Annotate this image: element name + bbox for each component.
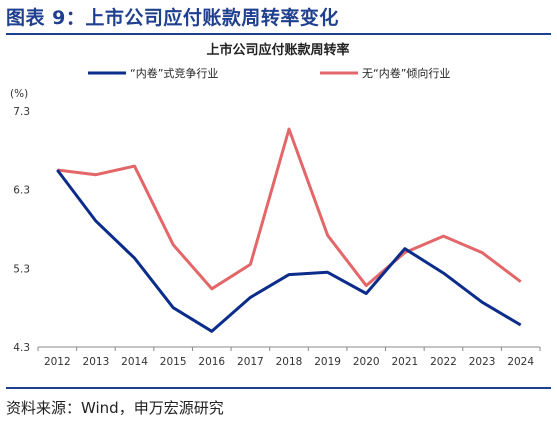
x-tick-label: 2021 — [391, 356, 418, 368]
y-tick-label: 5.3 — [13, 263, 30, 275]
title-divider — [6, 33, 551, 35]
y-tick-label: 4.3 — [13, 342, 30, 354]
x-tick-label: 2013 — [83, 356, 110, 368]
figure-title: 图表 9：上市公司应付账款周转率变化 — [6, 7, 339, 29]
y-axis-unit: (%) — [10, 88, 28, 100]
x-tick-label: 2023 — [469, 356, 496, 368]
legend-label-series2: 无“内卷”倾向行业 — [362, 66, 450, 80]
chart-title: 上市公司应付账款周转率 — [206, 42, 349, 58]
x-tick-label: 2014 — [121, 356, 148, 368]
x-tick-label: 2020 — [353, 356, 380, 368]
x-axis: 2012 2013 2014 2015 2016 2017 2018 2019 2020 2021… — [37, 347, 541, 368]
source-divider — [6, 387, 551, 389]
series-line-1 — [56, 169, 522, 333]
x-tick-label: 2016 — [198, 356, 225, 368]
y-axis: 7.3 6.3 5.3 4.3 — [13, 106, 30, 354]
x-tick-label: 2024 — [507, 356, 534, 368]
series-lines — [56, 127, 522, 333]
x-tick-label: 2012 — [44, 356, 71, 368]
source-note: 资料来源：Wind，申万宏源研究 — [6, 399, 224, 417]
legend-label-series1: “内卷”式竞争行业 — [130, 66, 218, 80]
y-tick-label: 6.3 — [13, 185, 30, 197]
x-tick-label: 2018 — [276, 356, 303, 368]
legend: “内卷”式竞争行业 无“内卷”倾向行业 — [88, 66, 450, 80]
y-tick-label: 7.3 — [13, 106, 30, 118]
x-tick-label: 2022 — [430, 356, 457, 368]
x-tick-label: 2017 — [237, 356, 264, 368]
x-tick-label: 2019 — [314, 356, 341, 368]
series-line-2 — [57, 127, 522, 291]
x-tick-label: 2015 — [160, 356, 187, 368]
